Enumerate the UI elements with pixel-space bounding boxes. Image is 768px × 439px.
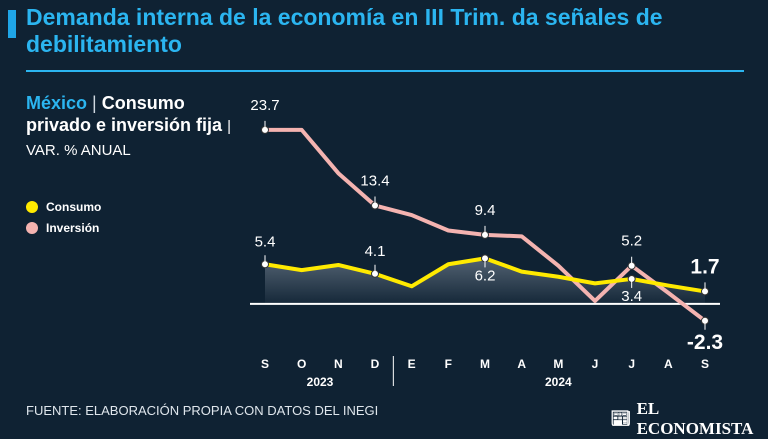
x-tick-label: D — [371, 357, 380, 371]
x-group-label: 2023 — [307, 375, 334, 389]
data-label-inversin: -2.3 — [687, 331, 723, 354]
x-tick-label: A — [517, 357, 526, 371]
legend-label-inversion: Inversión — [46, 220, 100, 235]
legend-swatch-consumo — [26, 200, 38, 213]
legend-swatch-inversion — [26, 221, 38, 234]
x-tick-label: M — [480, 357, 490, 371]
data-label-inversin: 5.2 — [621, 233, 642, 250]
data-label-consumo: 3.4 — [621, 288, 642, 305]
data-label-inversin: 13.4 — [360, 173, 389, 190]
data-label-consumo: 1.7 — [690, 255, 719, 278]
brand-name: EL ECONOMISTA — [636, 399, 754, 438]
x-tick-label: F — [445, 357, 452, 371]
country-label: México — [26, 93, 88, 113]
data-label-inversin: 23.7 — [250, 97, 279, 114]
title-accent-bar — [8, 10, 16, 38]
subject-label: Consumo privado e in­versión fija — [26, 93, 223, 135]
data-label-inversin: 9.4 — [475, 202, 496, 219]
consumo-area — [265, 258, 705, 304]
source-note: FUENTE: ELABORACIÓN PROPIA CON DATOS DEL… — [26, 403, 379, 418]
chart-subtitle: México | Consumo privado e in­versión fi… — [26, 92, 231, 162]
subtitle-separator: | — [92, 93, 97, 113]
x-group-label: 2024 — [545, 375, 572, 389]
legend-item-consumo: Consumo — [26, 196, 101, 217]
x-tick-label: M — [553, 357, 563, 371]
title-divider — [26, 70, 744, 72]
brand-logo: 📰︎ EL ECONOMISTA — [610, 399, 768, 439]
data-label-consumo: 4.1 — [365, 243, 386, 260]
x-tick-label: N — [334, 357, 343, 371]
data-label-consumo: 6.2 — [475, 267, 496, 284]
chart-description: México | Consumo privado e in­versión fi… — [26, 92, 231, 162]
x-tick-label: O — [297, 357, 306, 371]
unit-label: | VAR. % ANUAL — [26, 118, 231, 159]
page-title: Demanda interna de la economía en III Tr… — [26, 4, 663, 57]
x-tick-label: J — [592, 357, 599, 371]
data-label-consumo: 5.4 — [255, 233, 276, 250]
legend-label-consumo: Consumo — [46, 199, 102, 214]
x-tick-label: S — [261, 357, 269, 371]
x-tick-label: J — [628, 357, 635, 371]
x-tick-label: S — [701, 357, 709, 371]
x-tick-label: E — [408, 357, 416, 371]
legend: Consumo Inversión — [26, 196, 101, 238]
legend-item-inversion: Inversión — [26, 217, 101, 238]
x-tick-label: A — [664, 357, 673, 371]
newspaper-icon: 📰︎ — [610, 409, 632, 428]
